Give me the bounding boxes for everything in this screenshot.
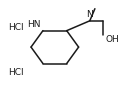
Text: HN: HN	[27, 20, 40, 29]
Text: N: N	[86, 11, 93, 19]
Text: HCl: HCl	[8, 68, 23, 77]
Text: OH: OH	[106, 35, 119, 44]
Text: HCl: HCl	[8, 23, 23, 32]
